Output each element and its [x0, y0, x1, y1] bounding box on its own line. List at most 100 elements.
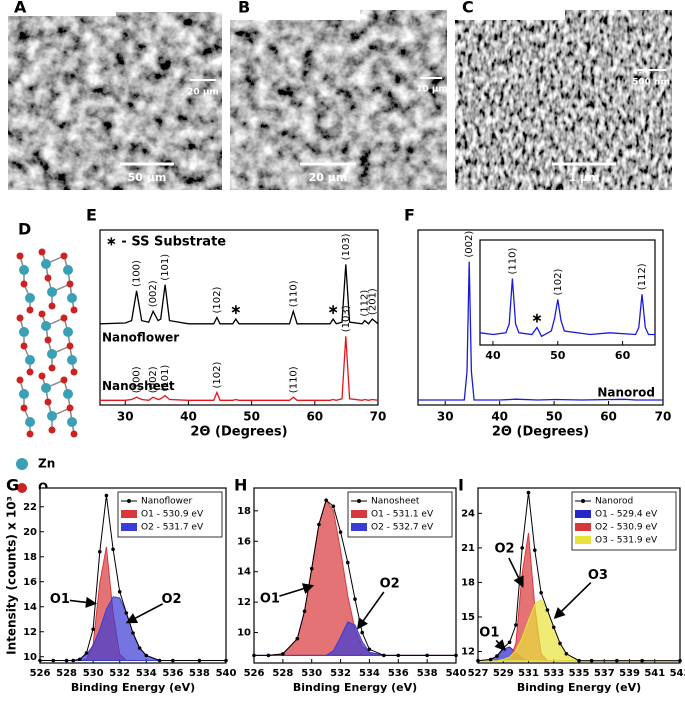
- o-atom: [60, 314, 68, 322]
- legend-swatch: [121, 510, 137, 518]
- x-tick-label: 528: [272, 668, 293, 679]
- data-point: [281, 652, 285, 656]
- x-tick-label: 30: [437, 410, 454, 424]
- y-tick-label: 16: [23, 577, 37, 588]
- o-atom: [70, 306, 78, 314]
- scale-bar-label: 20 µm: [309, 171, 348, 184]
- data-point: [104, 493, 109, 498]
- peak-label: (112): [637, 263, 648, 290]
- series-label: Nanoflower: [102, 330, 179, 344]
- x-tick-label: 70: [655, 410, 672, 424]
- annotation-arrow: [279, 583, 315, 597]
- legend-swatch: [351, 523, 367, 531]
- data-line: [100, 336, 379, 401]
- data-point: [551, 625, 556, 630]
- data-point: [396, 653, 401, 658]
- annotation-arrow: [356, 591, 385, 630]
- y-tick-label: 22: [23, 502, 37, 513]
- data-point: [615, 658, 619, 663]
- data-point: [345, 560, 350, 565]
- zn-atom: [19, 327, 29, 337]
- plot-frame: [479, 239, 656, 346]
- x-tick-label: 540: [446, 668, 467, 679]
- legend-dot: [127, 499, 131, 503]
- data-point: [367, 647, 372, 652]
- legend-label: O1 - 530.9 eV: [141, 510, 204, 520]
- peak-label: (002): [148, 280, 159, 307]
- zn-atom: [41, 321, 51, 331]
- zn-atom: [47, 349, 57, 359]
- data-point: [124, 611, 129, 615]
- peak-annotation: O2: [380, 576, 400, 591]
- x-axis-label: Binding Energy (eV): [71, 681, 195, 694]
- x-axis-label: Binding Energy (eV): [517, 681, 641, 694]
- legend-label: O3 - 531.9 eV: [595, 536, 658, 546]
- zn-atom: [19, 265, 29, 275]
- peak-marker: ∗: [230, 302, 242, 318]
- zn-atom: [63, 389, 73, 399]
- peak-annotation: O1: [50, 592, 70, 607]
- peak-annotation: O3: [588, 568, 608, 583]
- x-tick-label: 527: [468, 668, 489, 679]
- data-point: [678, 658, 682, 663]
- panel-label: B: [238, 0, 250, 17]
- zn-atom: [41, 259, 51, 269]
- data-point: [476, 658, 480, 663]
- x-tick-label: 536: [162, 668, 183, 679]
- x-tick-label: 50: [550, 349, 566, 362]
- o-atom: [26, 430, 34, 438]
- data-line: [99, 264, 379, 325]
- annotation-arrow: [553, 581, 592, 619]
- legend-swatch: [575, 523, 591, 531]
- peak-label: (102): [212, 362, 223, 389]
- x-tick-label: 529: [493, 668, 514, 679]
- o-atom: [48, 302, 56, 310]
- o-atom: [70, 368, 78, 376]
- sem-panel: C 1 µm 500 nm: [455, 0, 673, 190]
- data-point: [131, 631, 135, 635]
- data-point: [507, 640, 512, 645]
- o-atom: [66, 342, 74, 350]
- y-tick-label: 14: [237, 567, 251, 578]
- legend-zn-atom: [16, 458, 28, 470]
- panel-label: H: [234, 476, 247, 495]
- data-point: [78, 657, 82, 662]
- scale-bar-label: 1 µm: [568, 171, 599, 184]
- x-tick-label: 533: [543, 668, 564, 679]
- data-point: [309, 566, 314, 571]
- zn-atom: [25, 417, 35, 427]
- panel-label: F: [404, 206, 415, 225]
- panel-label: C: [462, 0, 474, 17]
- x-tick-label: 543: [670, 668, 685, 679]
- panel-label: E: [86, 206, 97, 225]
- data-point: [526, 490, 531, 495]
- data-point: [533, 548, 537, 552]
- data-point: [514, 623, 518, 627]
- legend-label: Nanorod: [597, 386, 655, 400]
- crystal-structure: D Zn O: [16, 220, 78, 495]
- x-axis-label: 2Θ (Degrees): [190, 425, 287, 440]
- o-atom: [60, 252, 68, 260]
- data-point: [495, 654, 499, 658]
- plot-frame: [99, 229, 379, 406]
- data-line: [479, 278, 655, 338]
- inset-scale-bar-label: 10 µm: [416, 85, 448, 95]
- data-point: [564, 651, 569, 656]
- y-tick-label: 18: [23, 552, 37, 563]
- data-line: [254, 499, 456, 656]
- peak-label: (002): [148, 366, 159, 393]
- y-tick-label: 10: [237, 628, 251, 639]
- zn-atom: [47, 411, 57, 421]
- annotation-arrow: [69, 596, 98, 608]
- legend-label: Zn: [38, 457, 55, 471]
- sem-panel: A 50 µm 20 µm: [8, 0, 223, 190]
- data-point: [97, 549, 102, 554]
- peak-annotation: O2: [161, 592, 181, 607]
- annotation-arrow: [508, 557, 524, 588]
- peak-label: (110): [507, 248, 518, 275]
- legend-label: O2 - 530.9 eV: [595, 523, 658, 533]
- data-point: [295, 636, 300, 641]
- x-tick-label: 532: [330, 668, 351, 679]
- data-point: [353, 597, 357, 601]
- peak-annotation: O2: [494, 542, 514, 557]
